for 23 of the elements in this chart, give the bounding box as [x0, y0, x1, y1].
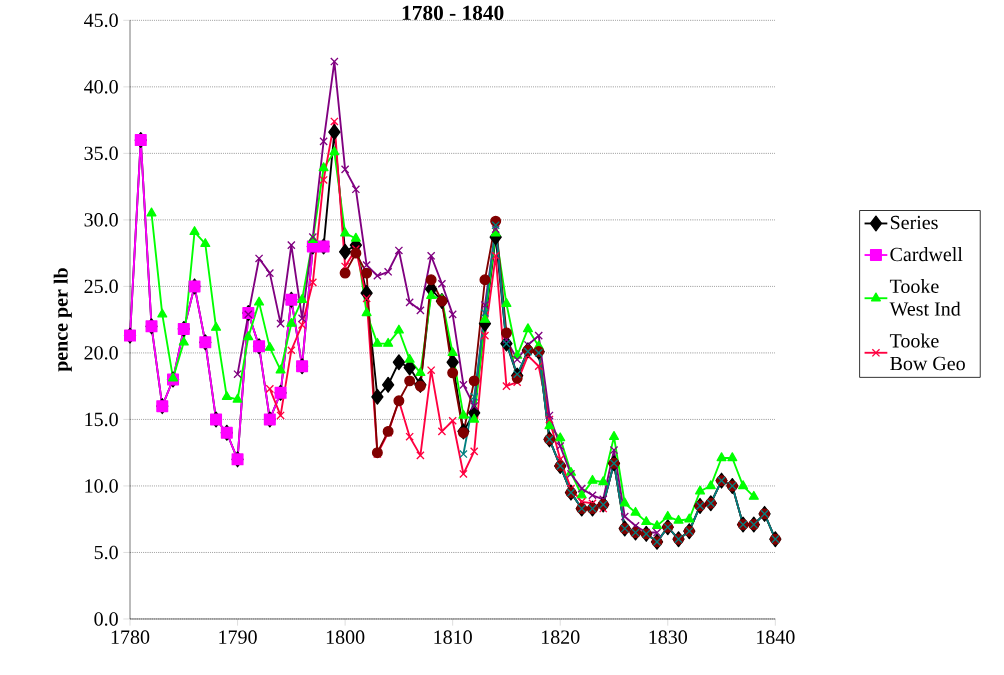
y-tick-label: 45.0 — [84, 13, 118, 28]
legend-label: Tooke West Ind — [889, 278, 961, 316]
x-tick-label: 1820 — [541, 630, 580, 644]
chart-title: 1780 - 1840 — [402, 5, 504, 21]
y-tick-label: 40.0 — [84, 80, 118, 94]
y-tick-label: 35.0 — [84, 146, 118, 161]
y-tick-label: 30.0 — [84, 213, 118, 227]
y-tick-label: 25.0 — [84, 279, 118, 294]
legend-label: Series — [890, 215, 938, 230]
y-tick-label: 15.0 — [85, 412, 118, 427]
x-tick-label: 1830 — [649, 630, 688, 644]
legend-label: Tooke Bow Geo — [889, 333, 965, 371]
y-tick-label: 10.0 — [85, 479, 118, 493]
x-tick-label: 1800 — [326, 630, 365, 644]
y-axis-title: pence per lb — [53, 268, 72, 372]
y-tick-label: 5.0 — [94, 545, 118, 560]
x-tick-label: 1780 — [111, 630, 150, 644]
x-tick-label: 1810 — [434, 630, 472, 644]
y-tick-label: 0.0 — [94, 612, 118, 626]
x-tick-label: 1840 — [757, 630, 795, 644]
legend-label: Cardwell — [890, 247, 963, 262]
x-tick-label: 1790 — [219, 630, 257, 644]
y-tick-label: 20.0 — [84, 346, 118, 360]
